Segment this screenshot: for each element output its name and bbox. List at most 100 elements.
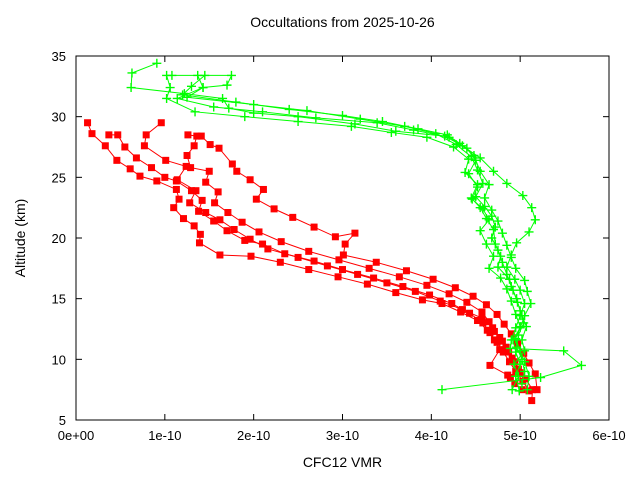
data-point-square-marker <box>224 209 232 217</box>
data-point-plus-marker <box>487 233 497 243</box>
data-point-square-marker <box>184 131 192 139</box>
data-point-square-marker <box>140 142 148 150</box>
data-point-square-marker <box>493 310 501 318</box>
data-point-square-marker <box>305 247 313 255</box>
data-point-square-marker <box>228 160 236 168</box>
data-point-square-marker <box>259 240 267 248</box>
data-point-plus-marker <box>182 92 192 102</box>
data-point-square-marker <box>198 196 206 204</box>
data-point-plus-marker <box>165 83 175 93</box>
data-point-square-marker <box>195 239 203 247</box>
data-point-square-marker <box>192 187 200 195</box>
data-point-square-marker <box>205 167 213 175</box>
data-point-square-marker <box>105 131 113 139</box>
data-point-plus-marker <box>493 245 503 255</box>
data-point-square-marker <box>136 172 144 180</box>
data-point-square-marker <box>463 298 471 306</box>
data-point-plus-marker <box>302 106 312 116</box>
data-point-plus-marker <box>346 121 356 131</box>
x-tick-label: 3e-10 <box>326 428 359 443</box>
data-point-square-marker <box>195 207 203 215</box>
data-point-square-marker <box>505 348 513 356</box>
x-tick-label: 0e+00 <box>58 428 95 443</box>
data-point-plus-marker <box>466 193 476 203</box>
data-point-square-marker <box>351 229 359 237</box>
x-tick-label: 2e-10 <box>237 428 270 443</box>
data-point-square-marker <box>498 337 506 345</box>
data-point-plus-marker <box>190 107 200 117</box>
data-point-square-marker <box>469 292 477 300</box>
data-point-plus-marker <box>311 113 321 123</box>
data-point-square-marker <box>466 309 474 317</box>
data-point-plus-marker <box>162 93 172 103</box>
data-point-square-marker <box>474 317 482 325</box>
data-point-square-marker <box>214 188 222 196</box>
data-point-square-marker <box>121 143 129 151</box>
data-point-plus-marker <box>437 385 447 395</box>
data-point-square-marker <box>531 370 539 378</box>
data-point-square-marker <box>365 264 373 272</box>
series-line-0 <box>87 122 523 391</box>
data-point-plus-marker <box>471 192 481 202</box>
data-point-plus-marker <box>431 129 441 139</box>
data-point-square-marker <box>202 178 210 186</box>
data-point-square-marker <box>370 274 378 282</box>
data-point-square-marker <box>101 142 109 150</box>
data-point-square-marker <box>448 300 456 308</box>
data-point-square-marker <box>335 256 343 264</box>
data-point-plus-marker <box>172 93 182 103</box>
data-point-square-marker <box>88 130 96 138</box>
data-point-plus-marker <box>127 68 137 78</box>
data-point-plus-marker <box>167 70 177 80</box>
data-point-square-marker <box>478 308 486 316</box>
data-point-plus-marker <box>517 379 527 389</box>
data-point-square-marker <box>402 267 410 275</box>
data-point-plus-marker <box>484 263 494 273</box>
data-point-square-marker <box>277 238 285 246</box>
data-point-plus-marker <box>511 371 521 381</box>
data-point-square-marker <box>399 283 407 291</box>
data-point-square-marker <box>493 338 501 346</box>
data-point-square-marker <box>363 280 371 288</box>
data-point-plus-marker <box>512 342 522 352</box>
data-point-square-marker <box>445 290 453 298</box>
data-point-square-marker <box>354 270 362 278</box>
y-tick-label: 25 <box>52 170 66 185</box>
data-point-square-marker <box>190 222 198 230</box>
data-point-square-marker <box>247 252 255 260</box>
data-point-square-marker <box>423 281 431 289</box>
data-point-square-marker <box>264 245 272 253</box>
data-point-plus-marker <box>462 143 472 153</box>
data-point-plus-marker <box>522 385 532 395</box>
data-point-plus-marker <box>391 126 401 136</box>
data-point-square-marker <box>520 349 528 357</box>
data-point-plus-marker <box>511 263 521 273</box>
data-point-square-marker <box>211 199 219 207</box>
series-line-2 <box>186 134 521 378</box>
data-point-square-marker <box>276 258 284 266</box>
data-point-square-marker <box>305 266 313 274</box>
data-point-plus-marker <box>502 240 512 250</box>
data-point-plus-marker <box>464 169 474 179</box>
data-point-square-marker <box>215 144 223 152</box>
data-point-square-marker <box>486 361 494 369</box>
data-point-square-marker <box>486 329 494 337</box>
data-point-square-marker <box>418 296 426 304</box>
data-point-plus-marker <box>530 215 540 225</box>
data-point-plus-marker <box>496 273 506 283</box>
data-point-plus-marker <box>520 275 530 285</box>
data-point-square-marker <box>383 279 391 287</box>
data-point-plus-marker <box>249 108 259 118</box>
data-point-plus-marker <box>508 335 518 345</box>
data-point-plus-marker <box>497 228 507 238</box>
data-point-plus-marker <box>524 371 534 381</box>
data-point-square-marker <box>187 187 195 195</box>
data-point-plus-marker <box>198 83 208 93</box>
data-point-plus-marker <box>480 201 490 211</box>
data-point-plus-marker <box>386 127 396 137</box>
data-point-square-marker <box>161 173 169 181</box>
data-point-square-marker <box>196 230 204 238</box>
data-point-plus-marker <box>240 112 250 122</box>
data-point-square-marker <box>187 164 195 172</box>
data-point-plus-marker <box>355 114 365 124</box>
